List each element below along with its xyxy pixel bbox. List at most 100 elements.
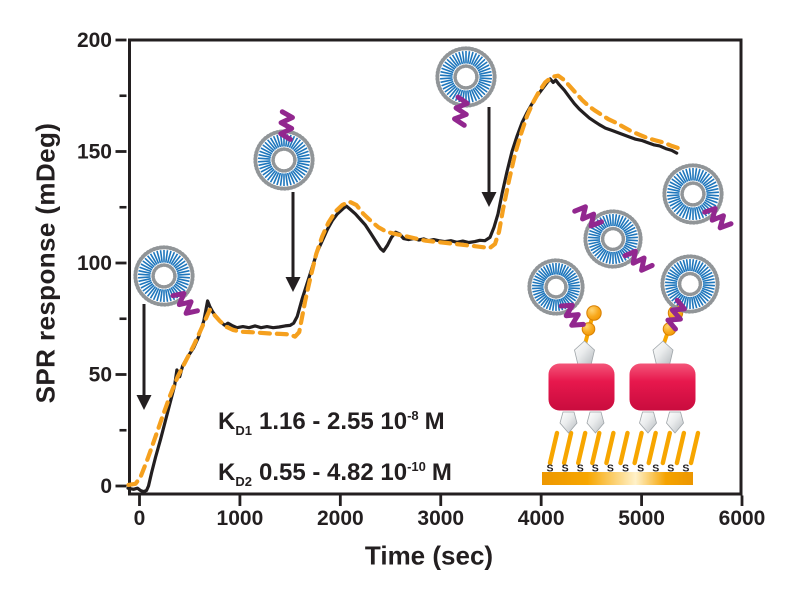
lipid-tail xyxy=(149,253,158,265)
lipid-tail xyxy=(675,173,686,185)
lipid-tail xyxy=(149,287,158,299)
kd1-value: 1.16 - 2.55 10 xyxy=(258,408,408,435)
membrane-protein-icon xyxy=(452,94,470,128)
linker-chain xyxy=(581,305,602,348)
arrow-head-icon xyxy=(136,395,152,410)
lipid-tail xyxy=(691,259,695,272)
lipid-tail xyxy=(440,78,453,84)
lipid-tail xyxy=(671,266,682,276)
lipid-tail xyxy=(671,292,682,302)
lipid-tail xyxy=(272,135,280,148)
lipid-tail xyxy=(461,51,465,64)
lipid-tail xyxy=(545,298,552,310)
lipid-tail xyxy=(441,67,454,74)
lipid-tail xyxy=(669,199,682,207)
lipid-tail xyxy=(468,89,474,103)
lipid-tail xyxy=(451,88,460,100)
lipid-inner-heads xyxy=(680,181,706,207)
liposome-icon xyxy=(660,254,720,332)
lipid-tail xyxy=(170,253,179,265)
biotin-pentagon-icon xyxy=(652,340,674,366)
kd2-line: KD2 0.55 - 4.82 10-10 M xyxy=(218,449,452,500)
lipid-tail xyxy=(535,293,547,302)
thiol-linker xyxy=(618,430,630,466)
kd1-line: KD1 1.16 - 2.55 10-8 M xyxy=(218,398,452,449)
lipid-tail xyxy=(444,84,456,93)
lipid-tail xyxy=(542,297,551,308)
membrane-protein-icon xyxy=(665,297,687,332)
lipid-tail xyxy=(700,290,711,300)
kd-annotation: KD1 1.16 - 2.55 10-8 M KD2 0.55 - 4.82 10-1… xyxy=(218,398,452,500)
lipid-tail xyxy=(564,270,575,280)
biotin-diamond-icon xyxy=(666,411,684,434)
lipid-tail xyxy=(442,82,455,90)
lipid-tail xyxy=(476,61,488,70)
lipid-tail xyxy=(152,288,160,301)
lipid-tail xyxy=(681,206,689,219)
lipid-tail xyxy=(667,289,679,297)
lipid-tail xyxy=(532,288,544,293)
lipid-tail xyxy=(589,242,602,249)
lipid-tail xyxy=(140,281,153,289)
lipid-inner-heads xyxy=(271,147,297,173)
lipid-tail xyxy=(152,251,160,264)
kd1-unit: M xyxy=(424,408,445,435)
lipid-tail xyxy=(608,251,612,264)
axis-ticks: 0 1000 2000 3000 4000 5000 6000 0 50 100 150 200 xyxy=(77,29,765,530)
lipid-tail xyxy=(532,284,544,287)
lipid-tail xyxy=(596,248,606,259)
lipid-outer-heads xyxy=(133,245,195,307)
lipid-tail xyxy=(556,299,561,311)
thiol-s-label: S xyxy=(562,463,569,475)
lipid-tail xyxy=(697,206,705,219)
lipid-tail xyxy=(259,163,272,170)
lipid-tail xyxy=(276,134,282,148)
lipid-tail xyxy=(468,51,474,65)
lipid-tail xyxy=(297,161,310,167)
thiol-linker xyxy=(590,430,602,466)
lipid-tail xyxy=(448,86,459,98)
lipid-tail xyxy=(532,281,544,286)
lipid-tail xyxy=(458,51,464,65)
capture-ball-icon xyxy=(586,305,602,321)
lipid-tail xyxy=(467,51,471,64)
lipid-tail xyxy=(701,274,714,281)
lipid-tail xyxy=(697,264,707,275)
lipid-tail xyxy=(615,251,621,264)
lipid-tail xyxy=(139,266,152,273)
liposome-icon xyxy=(572,204,655,273)
lipid-tail xyxy=(701,287,714,294)
thiol-linker xyxy=(688,430,701,466)
x-tick-label: 1000 xyxy=(217,507,264,530)
lipid-tail xyxy=(567,290,579,296)
lipid-tail xyxy=(551,299,556,311)
thiol-linker xyxy=(632,430,644,466)
lipid-tail xyxy=(258,153,271,159)
lipid-tail xyxy=(568,287,580,290)
thiol-s-label: S xyxy=(546,463,553,475)
lipid-tail xyxy=(678,171,687,183)
lipid-tail xyxy=(297,153,310,159)
lipid-tail xyxy=(698,292,709,302)
lipid-tail xyxy=(156,250,162,264)
lipid-tail xyxy=(176,266,189,273)
kd1-exponent: -8 xyxy=(407,408,419,423)
x-tick-label: 2000 xyxy=(317,507,364,530)
plot-border xyxy=(128,38,743,496)
lipid-tail xyxy=(667,191,680,194)
lipid-tail xyxy=(685,206,691,220)
protein-scribble xyxy=(702,205,734,231)
lipid-tail xyxy=(666,274,679,281)
lipid-tail xyxy=(564,294,575,304)
lipid-tail xyxy=(174,260,186,269)
thiol-s-label: S xyxy=(652,463,659,475)
lipid-tail xyxy=(264,168,275,179)
lipid-tail xyxy=(588,236,601,239)
lipid-tail xyxy=(166,250,172,264)
lipid-inner-heads xyxy=(453,64,479,90)
lipid-tail xyxy=(685,259,689,272)
membrane-protein-icon xyxy=(622,248,655,273)
x-tick-label: 3000 xyxy=(417,507,464,530)
lipid-tail xyxy=(174,283,186,292)
